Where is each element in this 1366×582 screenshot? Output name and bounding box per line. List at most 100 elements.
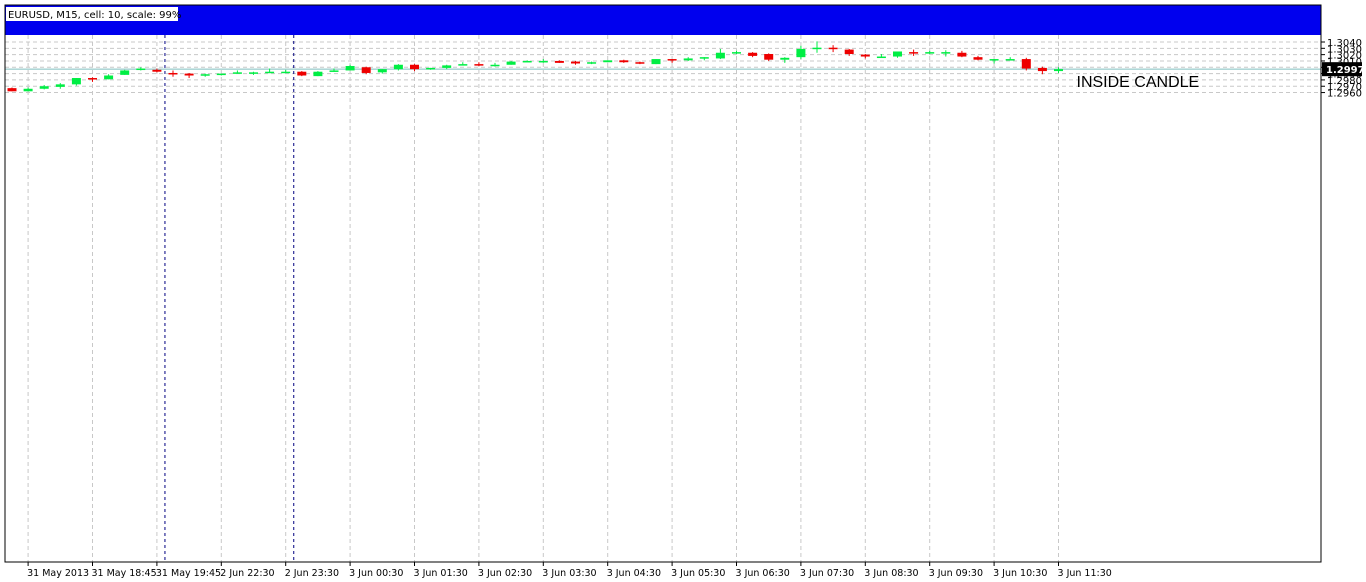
candle	[216, 73, 226, 76]
candle-body-bull	[587, 62, 597, 64]
candle	[313, 71, 323, 77]
candle-body-bull	[925, 52, 935, 54]
candle-body-bear	[410, 64, 419, 70]
candle-body-bear	[474, 64, 484, 66]
candle	[297, 71, 307, 77]
candle	[587, 61, 597, 65]
candle	[232, 70, 242, 74]
candle	[748, 52, 758, 58]
candle	[812, 41, 822, 53]
candle-body-bull	[1005, 59, 1015, 61]
candle-body-bull	[651, 59, 661, 65]
candle	[120, 69, 130, 75]
header-info-box	[6, 7, 178, 21]
time-axis-label: 3 Jun 07:30	[800, 568, 854, 579]
time-axis-label: 3 Jun 09:30	[929, 568, 983, 579]
candle-body-bear	[635, 62, 645, 64]
time-axis-label: 3 Jun 00:30	[349, 568, 403, 579]
candle	[506, 60, 516, 65]
candle	[474, 62, 484, 67]
price-axis-label: 1.2960	[1327, 89, 1362, 100]
candle-body-bull	[377, 69, 387, 73]
time-axis-label: 3 Jun 03:30	[542, 568, 596, 579]
candle-body-bull	[458, 64, 468, 66]
candle	[554, 60, 564, 63]
candle-body-bull	[265, 71, 275, 74]
candle	[1021, 57, 1031, 71]
candle	[55, 83, 65, 89]
candle	[136, 67, 146, 71]
candle-body-bull	[522, 60, 532, 63]
candle-body-bull	[812, 47, 822, 50]
candle-body-bear	[748, 52, 758, 56]
candle-body-bear	[88, 78, 97, 80]
candle	[377, 69, 387, 74]
candle	[844, 48, 854, 56]
candle-body-bull	[989, 59, 999, 61]
candle	[393, 64, 403, 71]
grid-layer	[5, 35, 1321, 562]
price-axis-label: 1.2970	[1327, 82, 1362, 93]
candle	[410, 64, 419, 72]
time-axis-label: 2 Jun 22:30	[220, 568, 274, 579]
candle-body-bull	[104, 75, 114, 80]
candle-body-bull	[232, 72, 242, 74]
candle-body-bear	[909, 52, 919, 54]
candle-body-bear	[828, 47, 838, 50]
candle-body-bear	[571, 61, 580, 64]
candle	[71, 78, 81, 86]
candle-body-bull	[941, 52, 951, 54]
time-axis-label: 2 Jun 23:30	[285, 568, 339, 579]
candle	[1054, 67, 1063, 73]
candle-body-bull	[1054, 69, 1063, 72]
candle-body-bear	[297, 71, 307, 76]
candle-body-bull	[345, 66, 355, 71]
candle-body-bull	[876, 56, 886, 59]
candle-body-bear	[168, 72, 178, 75]
candle-body-bull	[506, 61, 516, 65]
candle-body-bear	[152, 69, 162, 72]
candle	[925, 50, 935, 55]
candle-body-bull	[796, 48, 806, 58]
candle	[249, 71, 258, 75]
candle-body-bear	[361, 67, 371, 73]
candle	[345, 64, 355, 71]
candle	[651, 59, 661, 65]
candle-body-bull	[699, 57, 709, 59]
candle-body-bull	[393, 64, 403, 70]
candle	[828, 45, 838, 53]
candle	[442, 64, 452, 70]
candle	[715, 48, 725, 60]
candle	[538, 59, 548, 63]
candle-body-bull	[426, 67, 436, 70]
candle	[780, 57, 790, 63]
candle	[23, 87, 33, 92]
candle-body-bull	[780, 57, 790, 60]
candle-body-bull	[329, 70, 339, 72]
price-axis-label: 1.3040	[1327, 38, 1362, 49]
time-axis-label: 3 Jun 11:30	[1058, 568, 1112, 579]
candle-body-bear	[764, 54, 774, 60]
time-axis-label: 3 Jun 01:30	[414, 568, 468, 579]
candle	[989, 59, 999, 64]
current-price-tag	[1322, 62, 1362, 77]
candle	[796, 45, 806, 60]
candle-body-bear	[1021, 59, 1031, 69]
candle	[571, 60, 580, 65]
candle	[876, 54, 886, 59]
candle-body-bear	[554, 60, 564, 63]
header-band	[5, 5, 1321, 35]
candle-body-bull	[732, 52, 741, 54]
candle	[619, 59, 629, 63]
candles-layer	[7, 41, 1063, 92]
candle-body-bear	[1037, 67, 1047, 72]
candle	[699, 57, 709, 61]
candle-body-bull	[120, 70, 130, 75]
candle-body-bear	[7, 88, 17, 92]
candle	[168, 70, 178, 77]
candle-body-bull	[39, 86, 49, 89]
candle	[957, 50, 967, 58]
candle-body-bear	[973, 57, 983, 60]
